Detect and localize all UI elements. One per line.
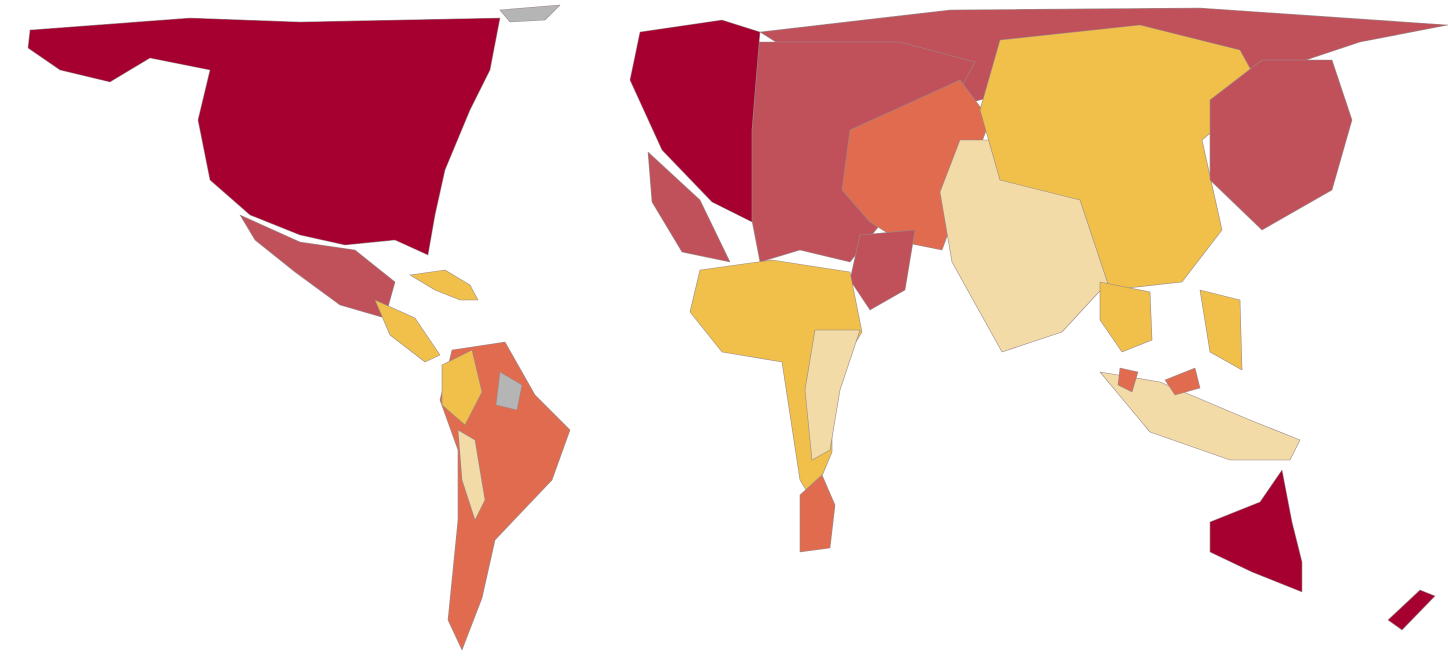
south-america <box>439 341 571 651</box>
malaysia <box>1117 367 1201 396</box>
china <box>979 24 1263 291</box>
arctic-island <box>499 4 561 23</box>
southeast-asia <box>1099 281 1153 353</box>
central-america <box>374 299 441 363</box>
andes-strip <box>457 429 486 521</box>
americas <box>27 17 571 651</box>
colombia-region <box>441 349 483 426</box>
philippines <box>1199 289 1243 371</box>
australia <box>1209 469 1303 593</box>
asia-oceania <box>939 24 1436 631</box>
arabia <box>849 229 916 311</box>
caribbean <box>409 269 479 301</box>
north-america <box>27 17 501 256</box>
east-africa <box>804 329 861 461</box>
guianas <box>495 371 523 411</box>
japan-korea <box>1209 59 1353 231</box>
iberia <box>647 151 731 263</box>
new-zealand <box>1387 589 1436 631</box>
southern-africa <box>799 474 836 553</box>
europe-africa <box>629 7 1448 553</box>
northwest-europe <box>629 19 761 223</box>
